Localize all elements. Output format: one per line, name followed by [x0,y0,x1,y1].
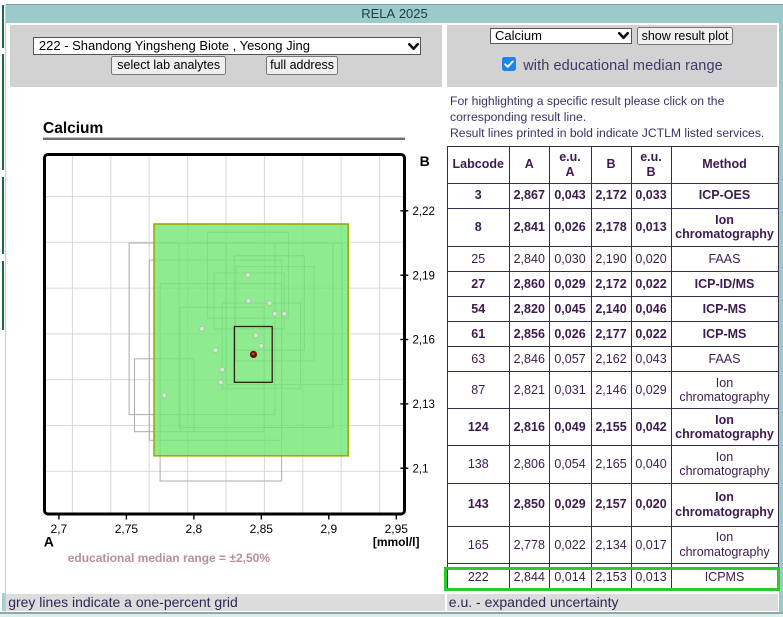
svg-text:2,16: 2,16 [413,335,435,347]
svg-text:2,22: 2,22 [413,206,435,218]
svg-text:2,1: 2,1 [413,463,429,475]
svg-text:B: B [420,153,430,169]
svg-text:2,8: 2,8 [186,522,203,536]
svg-text:2,7: 2,7 [51,522,68,536]
svg-text:2,9: 2,9 [320,522,337,536]
svg-text:Calcium: Calcium [43,120,103,137]
svg-text:[mmol/l]: [mmol/l] [373,535,420,549]
svg-text:2,75: 2,75 [115,522,139,536]
svg-text:2,85: 2,85 [250,522,274,536]
svg-text:educational median range = ±2,: educational median range = ±2,50% [68,551,271,565]
svg-text:2,13: 2,13 [413,399,435,411]
svg-text:A: A [44,534,54,550]
svg-text:2,95: 2,95 [385,522,409,536]
svg-text:2,19: 2,19 [413,270,435,282]
